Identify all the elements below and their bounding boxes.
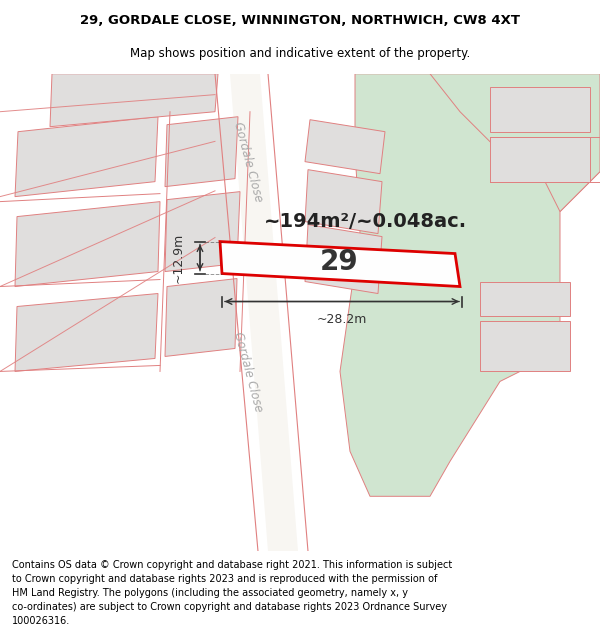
Polygon shape xyxy=(215,74,308,551)
Text: Map shows position and indicative extent of the property.: Map shows position and indicative extent… xyxy=(130,47,470,59)
Text: ~194m²/~0.048ac.: ~194m²/~0.048ac. xyxy=(263,212,467,231)
Polygon shape xyxy=(165,192,240,271)
Polygon shape xyxy=(305,169,382,234)
Polygon shape xyxy=(490,137,590,182)
Polygon shape xyxy=(220,242,460,286)
Text: 100026316.: 100026316. xyxy=(12,616,70,625)
Polygon shape xyxy=(15,202,160,286)
Polygon shape xyxy=(305,224,382,294)
Polygon shape xyxy=(340,74,600,496)
Text: Contains OS data © Crown copyright and database right 2021. This information is : Contains OS data © Crown copyright and d… xyxy=(12,560,452,570)
Text: 29: 29 xyxy=(320,248,359,276)
Polygon shape xyxy=(15,294,158,371)
Polygon shape xyxy=(50,74,218,127)
Text: HM Land Registry. The polygons (including the associated geometry, namely x, y: HM Land Registry. The polygons (includin… xyxy=(12,588,408,598)
Polygon shape xyxy=(305,120,385,174)
Polygon shape xyxy=(490,87,590,132)
Text: 29, GORDALE CLOSE, WINNINGTON, NORTHWICH, CW8 4XT: 29, GORDALE CLOSE, WINNINGTON, NORTHWICH… xyxy=(80,14,520,27)
Polygon shape xyxy=(165,279,237,356)
Text: Gordale Close: Gordale Close xyxy=(231,330,265,413)
Text: Gordale Close: Gordale Close xyxy=(231,120,265,203)
Text: to Crown copyright and database rights 2023 and is reproduced with the permissio: to Crown copyright and database rights 2… xyxy=(12,574,437,584)
Polygon shape xyxy=(230,74,298,551)
Text: ~28.2m: ~28.2m xyxy=(317,313,367,326)
Polygon shape xyxy=(430,74,600,212)
Text: ~12.9m: ~12.9m xyxy=(172,232,185,282)
Text: co-ordinates) are subject to Crown copyright and database rights 2023 Ordnance S: co-ordinates) are subject to Crown copyr… xyxy=(12,602,447,612)
Polygon shape xyxy=(165,117,238,187)
Polygon shape xyxy=(480,321,570,371)
Polygon shape xyxy=(480,281,570,316)
Polygon shape xyxy=(15,117,158,197)
